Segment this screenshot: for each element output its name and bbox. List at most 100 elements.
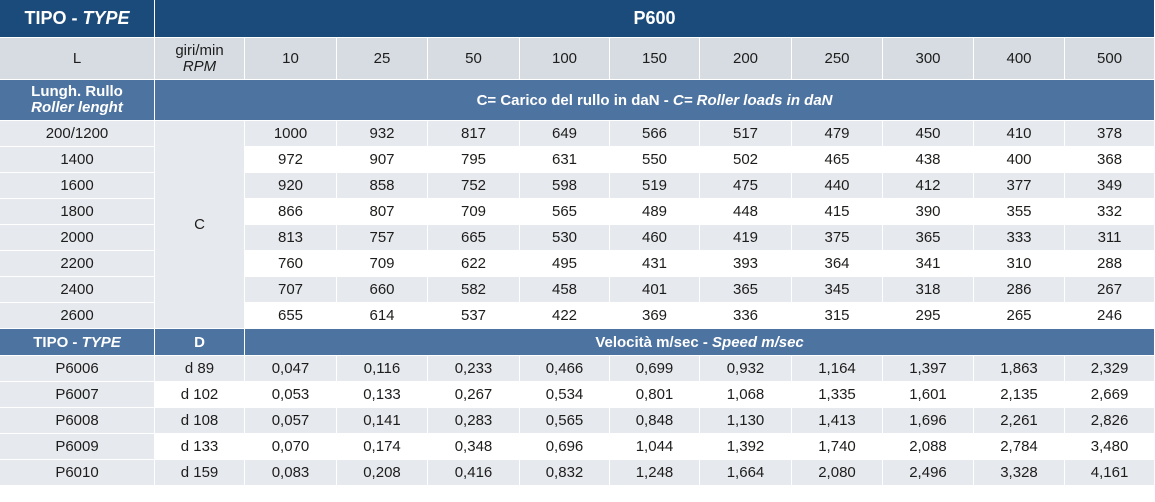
load-value: 475 xyxy=(700,173,792,199)
speed-value: 4,161 xyxy=(1065,460,1155,486)
load-value: 631 xyxy=(520,147,610,173)
speed-value: 2,080 xyxy=(792,460,883,486)
roller-length: 1800 xyxy=(0,199,155,225)
load-value: 369 xyxy=(610,303,700,329)
roller-length: 2200 xyxy=(0,251,155,277)
load-value: 709 xyxy=(337,251,428,277)
load-value: 707 xyxy=(245,277,337,303)
speed-value: 3,328 xyxy=(974,460,1065,486)
load-value: 489 xyxy=(610,199,700,225)
table-row: 1800 866 807 709 565 489 448 415 390 355 332 xyxy=(0,199,1155,225)
load-value: 479 xyxy=(792,121,883,147)
table-row: 1400 972 907 795 631 550 502 465 438 400 368 xyxy=(0,147,1155,173)
load-value: 655 xyxy=(245,303,337,329)
type-header: TIPO - TYPE xyxy=(0,0,155,38)
roller-type: P6007 xyxy=(0,382,155,408)
load-value: 450 xyxy=(883,121,974,147)
load-value: 400 xyxy=(974,147,1065,173)
load-value: 295 xyxy=(883,303,974,329)
load-value: 311 xyxy=(1065,225,1155,251)
speed-value: 1,248 xyxy=(610,460,700,486)
load-value: 866 xyxy=(245,199,337,225)
rpm-value: 150 xyxy=(610,38,700,80)
speed-band-title: Velocità m/sec - Speed m/sec xyxy=(245,329,1155,356)
load-value: 333 xyxy=(974,225,1065,251)
speed-value: 1,413 xyxy=(792,408,883,434)
speed-value: 0,696 xyxy=(520,434,610,460)
load-value: 550 xyxy=(610,147,700,173)
table-row: P6006 d 89 0,047 0,116 0,233 0,466 0,699 0,932 1… xyxy=(0,356,1155,382)
roller-type: P6006 xyxy=(0,356,155,382)
speed-value: 0,267 xyxy=(428,382,520,408)
speed-value: 1,601 xyxy=(883,382,974,408)
load-value: 431 xyxy=(610,251,700,277)
table-row: P6007 d 102 0,053 0,133 0,267 0,534 0,801 1,068… xyxy=(0,382,1155,408)
speed-value: 0,057 xyxy=(245,408,337,434)
rpm-value: 50 xyxy=(428,38,520,80)
speed-value: 0,116 xyxy=(337,356,428,382)
load-value: 419 xyxy=(700,225,792,251)
load-value: 341 xyxy=(883,251,974,277)
load-value: 566 xyxy=(610,121,700,147)
load-value: 246 xyxy=(1065,303,1155,329)
speed-value: 0,047 xyxy=(245,356,337,382)
roller-length: 200/1200 xyxy=(0,121,155,147)
speed-value: 0,083 xyxy=(245,460,337,486)
speed-value: 1,696 xyxy=(883,408,974,434)
speed-value: 0,848 xyxy=(610,408,700,434)
speed-value: 0,208 xyxy=(337,460,428,486)
speed-value: 2,496 xyxy=(883,460,974,486)
table-row: 2600 655 614 537 422 369 336 315 295 265 246 xyxy=(0,303,1155,329)
rpm-value: 400 xyxy=(974,38,1065,80)
roller-length: 2400 xyxy=(0,277,155,303)
load-value: 393 xyxy=(700,251,792,277)
speed-value: 1,392 xyxy=(700,434,792,460)
load-value: 972 xyxy=(245,147,337,173)
speed-value: 1,335 xyxy=(792,382,883,408)
table-row: 2000 813 757 665 530 460 419 375 365 333 311 xyxy=(0,225,1155,251)
rpm-column-label: giri/min RPM xyxy=(155,38,245,80)
load-value: 448 xyxy=(700,199,792,225)
roller-length-label-en: Roller lenght xyxy=(31,99,123,116)
load-value: 345 xyxy=(792,277,883,303)
load-value: 458 xyxy=(520,277,610,303)
table-row: P6010 d 159 0,083 0,208 0,416 0,832 1,248 1,664… xyxy=(0,460,1155,486)
load-value: 318 xyxy=(883,277,974,303)
speed-value: 0,932 xyxy=(700,356,792,382)
load-value: 1000 xyxy=(245,121,337,147)
load-value: 412 xyxy=(883,173,974,199)
load-value: 665 xyxy=(428,225,520,251)
speed-value: 0,801 xyxy=(610,382,700,408)
load-value: 807 xyxy=(337,199,428,225)
speed-value: 3,480 xyxy=(1065,434,1155,460)
speed-value: 1,397 xyxy=(883,356,974,382)
load-value: 920 xyxy=(245,173,337,199)
load-value: 265 xyxy=(974,303,1065,329)
load-value: 757 xyxy=(337,225,428,251)
load-value: 415 xyxy=(792,199,883,225)
speed-value: 2,135 xyxy=(974,382,1065,408)
rpm-value: 100 xyxy=(520,38,610,80)
load-value: 332 xyxy=(1065,199,1155,225)
load-value: 649 xyxy=(520,121,610,147)
speed-value: 0,699 xyxy=(610,356,700,382)
table-row: 2400 707 660 582 458 401 365 345 318 286 267 xyxy=(0,277,1155,303)
table-row: P6009 d 133 0,070 0,174 0,348 0,696 1,044 1,392… xyxy=(0,434,1155,460)
series-title: P600 xyxy=(155,0,1155,38)
load-value: 465 xyxy=(792,147,883,173)
load-value: 502 xyxy=(700,147,792,173)
load-value: 390 xyxy=(883,199,974,225)
table-row: 2200 760 709 622 495 431 393 364 341 310 288 xyxy=(0,251,1155,277)
load-value: 438 xyxy=(883,147,974,173)
rpm-value: 300 xyxy=(883,38,974,80)
speed-value: 2,826 xyxy=(1065,408,1155,434)
load-value: 378 xyxy=(1065,121,1155,147)
rpm-value: 250 xyxy=(792,38,883,80)
roller-type: P6009 xyxy=(0,434,155,460)
speed-type-header: TIPO - TYPE xyxy=(0,329,155,356)
load-value: 365 xyxy=(883,225,974,251)
load-value: 598 xyxy=(520,173,610,199)
speed-band-it: Velocità m/sec - xyxy=(595,333,713,351)
speed-value: 0,133 xyxy=(337,382,428,408)
roller-diameter: d 133 xyxy=(155,434,245,460)
